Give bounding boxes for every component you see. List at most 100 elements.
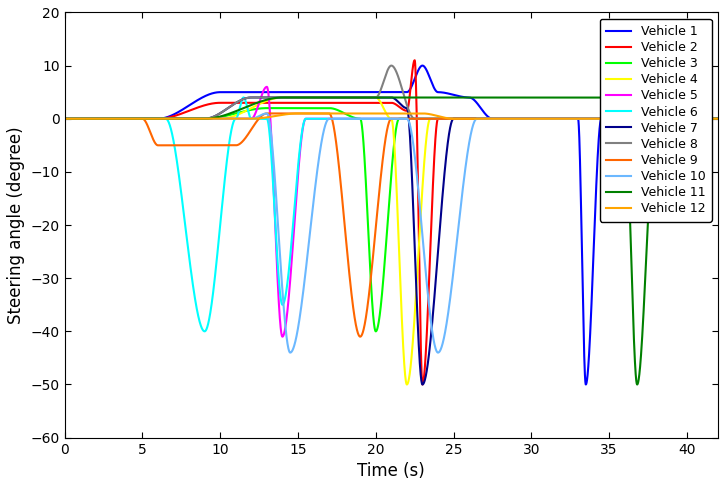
- Line: Vehicle 9: Vehicle 9: [65, 113, 725, 337]
- Vehicle 11: [592, 94, 601, 100]
- Vehicle 7: [456, 116, 465, 122]
- Vehicle 4: [456, 116, 465, 122]
- Vehicle 11: [633, 382, 642, 388]
- Line: Vehicle 12: Vehicle 12: [65, 113, 725, 119]
- Vehicle 10: [456, 205, 465, 210]
- Vehicle 10: [434, 350, 442, 356]
- Vehicle 11: [485, 94, 494, 100]
- Vehicle 1: [94, 116, 102, 122]
- Vehicle 8: [94, 116, 102, 122]
- Vehicle 7: [94, 116, 102, 122]
- Vehicle 6: [592, 116, 601, 122]
- Vehicle 12: [294, 111, 302, 116]
- X-axis label: Time (s): Time (s): [357, 462, 425, 480]
- Vehicle 6: [486, 116, 494, 122]
- Vehicle 3: [371, 328, 380, 334]
- Vehicle 6: [200, 328, 209, 334]
- Vehicle 5: [302, 116, 311, 122]
- Y-axis label: Steering angle (degree): Steering angle (degree): [7, 126, 25, 324]
- Vehicle 6: [302, 116, 311, 122]
- Vehicle 2: [94, 116, 102, 122]
- Vehicle 10: [486, 116, 494, 122]
- Vehicle 11: [60, 116, 69, 122]
- Vehicle 1: [456, 94, 465, 99]
- Line: Vehicle 6: Vehicle 6: [65, 97, 725, 331]
- Vehicle 6: [94, 116, 102, 122]
- Vehicle 8: [592, 116, 601, 122]
- Line: Vehicle 7: Vehicle 7: [65, 97, 725, 385]
- Vehicle 5: [592, 116, 601, 122]
- Vehicle 3: [262, 105, 271, 111]
- Vehicle 9: [486, 116, 494, 122]
- Vehicle 7: [556, 116, 565, 122]
- Vehicle 1: [556, 116, 565, 122]
- Vehicle 7: [418, 382, 427, 388]
- Vehicle 12: [456, 116, 465, 122]
- Vehicle 11: [94, 116, 102, 122]
- Vehicle 4: [60, 116, 69, 122]
- Vehicle 9: [456, 116, 465, 122]
- Vehicle 4: [302, 94, 311, 100]
- Line: Vehicle 10: Vehicle 10: [65, 113, 725, 353]
- Vehicle 2: [556, 116, 565, 122]
- Vehicle 10: [262, 111, 271, 116]
- Vehicle 10: [302, 257, 311, 263]
- Vehicle 10: [94, 116, 102, 122]
- Line: Vehicle 3: Vehicle 3: [65, 108, 725, 331]
- Vehicle 9: [94, 116, 102, 122]
- Legend: Vehicle 1, Vehicle 2, Vehicle 3, Vehicle 4, Vehicle 5, Vehicle 6, Vehicle 7, Veh: Vehicle 1, Vehicle 2, Vehicle 3, Vehicle…: [600, 19, 712, 222]
- Vehicle 1: [592, 179, 601, 185]
- Vehicle 4: [402, 382, 411, 388]
- Vehicle 4: [592, 116, 601, 122]
- Vehicle 3: [556, 116, 565, 122]
- Vehicle 3: [94, 116, 102, 122]
- Vehicle 9: [592, 116, 601, 122]
- Vehicle 6: [556, 116, 565, 122]
- Vehicle 5: [486, 116, 494, 122]
- Vehicle 10: [592, 116, 601, 122]
- Vehicle 12: [302, 111, 311, 116]
- Vehicle 9: [556, 116, 565, 122]
- Vehicle 7: [247, 94, 256, 100]
- Vehicle 3: [456, 116, 465, 122]
- Line: Vehicle 1: Vehicle 1: [65, 66, 725, 385]
- Vehicle 5: [60, 116, 69, 122]
- Vehicle 4: [556, 116, 565, 122]
- Vehicle 8: [60, 116, 69, 122]
- Vehicle 5: [262, 84, 271, 90]
- Vehicle 1: [485, 115, 494, 121]
- Vehicle 1: [60, 116, 69, 122]
- Vehicle 8: [387, 63, 396, 69]
- Vehicle 9: [302, 111, 311, 116]
- Vehicle 12: [485, 116, 494, 122]
- Vehicle 5: [456, 116, 465, 122]
- Vehicle 7: [486, 116, 494, 122]
- Vehicle 4: [278, 94, 287, 100]
- Vehicle 1: [302, 89, 311, 95]
- Vehicle 6: [239, 94, 248, 100]
- Line: Vehicle 4: Vehicle 4: [65, 97, 725, 385]
- Line: Vehicle 2: Vehicle 2: [65, 60, 725, 384]
- Vehicle 2: [302, 100, 311, 106]
- Vehicle 10: [60, 116, 69, 122]
- Vehicle 6: [456, 116, 465, 122]
- Vehicle 9: [356, 334, 365, 339]
- Vehicle 9: [262, 111, 271, 116]
- Vehicle 12: [556, 116, 565, 122]
- Vehicle 2: [592, 116, 601, 122]
- Vehicle 2: [418, 381, 427, 387]
- Vehicle 7: [592, 116, 601, 122]
- Vehicle 5: [94, 116, 102, 122]
- Vehicle 8: [485, 116, 494, 122]
- Vehicle 12: [60, 116, 69, 122]
- Vehicle 10: [556, 116, 565, 122]
- Vehicle 8: [302, 94, 311, 100]
- Vehicle 2: [456, 116, 465, 122]
- Vehicle 2: [486, 116, 494, 122]
- Vehicle 12: [592, 116, 601, 122]
- Vehicle 11: [456, 94, 465, 100]
- Vehicle 8: [456, 116, 465, 122]
- Vehicle 5: [556, 116, 565, 122]
- Vehicle 7: [60, 116, 69, 122]
- Line: Vehicle 5: Vehicle 5: [65, 87, 725, 337]
